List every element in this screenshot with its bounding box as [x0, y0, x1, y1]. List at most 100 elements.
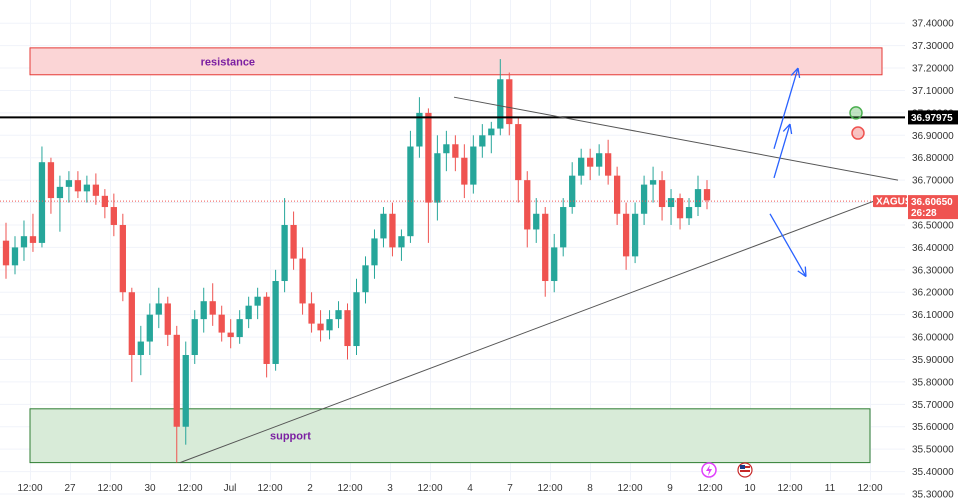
symbol-badge: [873, 195, 907, 208]
candle-body: [299, 258, 306, 304]
candle-body: [119, 224, 126, 293]
candle-body: [703, 189, 711, 201]
price-tick-label: 35.70000: [912, 400, 954, 411]
price-tick-label: 36.90000: [912, 131, 954, 142]
candle-body: [317, 323, 324, 331]
candle-body: [155, 303, 162, 315]
candle-body: [47, 162, 55, 199]
price-tick-label: 37.30000: [912, 41, 954, 52]
candle-body: [137, 341, 144, 356]
candle-body: [272, 281, 279, 364]
candle-body: [326, 319, 333, 331]
candle-body: [74, 180, 82, 192]
price-badge-countdown: 26:28: [911, 208, 937, 219]
candle-body: [497, 79, 504, 129]
candle-body: [335, 310, 342, 320]
event-icons: [701, 462, 753, 478]
candle-body: [587, 157, 594, 167]
candle-body: [434, 153, 441, 203]
price-tick-label: 36.00000: [912, 333, 954, 344]
price-tick-label: 35.80000: [912, 377, 954, 388]
candle-body: [676, 198, 684, 219]
arrow-head: [790, 67, 799, 76]
candle-body: [479, 135, 486, 147]
level-badge: [908, 110, 958, 125]
candle-body: [38, 162, 46, 243]
candle-body: [488, 128, 495, 136]
time-tick-label: 7: [507, 483, 513, 494]
candle-body: [515, 124, 522, 181]
price-tick-label: 37.20000: [912, 64, 954, 75]
arrow-head: [782, 123, 791, 132]
time-axis: 12:00 27 12:00 30 12:00 Jul 12:00 2 12:00 3 12:00 4…: [17, 483, 882, 494]
lower-trendline: [179, 197, 883, 464]
time-tick-label: 3: [387, 483, 393, 494]
flag-canton: [740, 465, 745, 469]
candle-body: [227, 332, 234, 338]
arrow-head: [804, 266, 807, 277]
candle-body: [542, 213, 549, 282]
candle-body: [569, 175, 576, 208]
time-tick-label: 2: [307, 483, 313, 494]
time-tick-label: 8: [587, 483, 593, 494]
grid: [0, 0, 905, 495]
zones: resistance support: [29, 47, 883, 464]
candle-body: [685, 207, 693, 219]
candle-body: [452, 144, 459, 158]
candle-body: [425, 112, 432, 203]
candle-body: [2, 240, 10, 266]
candle-body: [353, 292, 360, 347]
candle-body: [128, 292, 135, 356]
time-tick-label: 12:00: [857, 483, 882, 494]
price-tick-label: 36.10000: [912, 310, 954, 321]
arrow-head: [797, 270, 807, 278]
candle-body: [694, 189, 702, 208]
resistance-zone: [29, 47, 883, 76]
candle-body: [578, 157, 585, 176]
candle-body: [631, 213, 639, 257]
candle-body: [622, 213, 630, 257]
candle-body: [236, 319, 243, 338]
candle-body: [110, 207, 117, 225]
price-tick-label: 35.30000: [912, 490, 954, 500]
candle-body: [649, 180, 657, 185]
candle-body: [11, 247, 19, 266]
candle-body: [443, 144, 450, 154]
price-tick-label: 35.50000: [912, 445, 954, 456]
candle-body: [29, 236, 37, 243]
time-tick-label: 30: [144, 483, 156, 494]
price-tick-label: 35.60000: [912, 422, 954, 433]
price-tick-label: 35.90000: [912, 355, 954, 366]
candle-body: [245, 305, 252, 320]
level-badge-value: 36.97975: [911, 113, 953, 124]
candle-body: [20, 236, 28, 248]
candle-body: [200, 301, 207, 320]
candle-body: [551, 247, 558, 282]
forecast-arrow: [773, 67, 799, 149]
time-tick-label: 9: [667, 483, 673, 494]
candle-body: [263, 296, 270, 364]
candle-body: [218, 314, 225, 333]
time-tick-label: 11: [825, 483, 836, 494]
candle-body: [470, 146, 477, 185]
flag-stripe: [740, 470, 750, 472]
candle-body: [658, 180, 666, 208]
arrow-head: [789, 123, 793, 135]
time-tick-label: 10: [744, 483, 756, 494]
time-tick-label: 12:00: [617, 483, 642, 494]
candle-body: [173, 334, 180, 427]
time-tick-label: 12:00: [257, 483, 282, 494]
time-tick-label: 12:00: [417, 483, 442, 494]
candles: [2, 59, 711, 463]
candle-body: [416, 112, 423, 147]
time-tick-label: Jul: [224, 483, 237, 494]
candle-body: [640, 184, 648, 214]
candle-body: [407, 146, 414, 237]
lightning-icon: [706, 465, 712, 476]
candle-body: [604, 153, 612, 176]
candle-body: [164, 303, 171, 335]
time-tick-label: 12:00: [777, 483, 802, 494]
candle-body: [613, 175, 621, 214]
